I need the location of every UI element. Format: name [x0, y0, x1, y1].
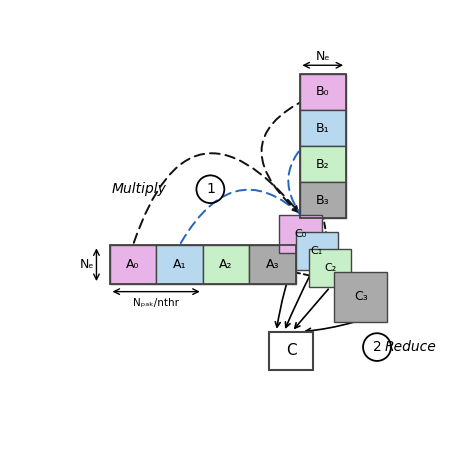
- Bar: [334, 271, 387, 322]
- Text: B₀: B₀: [316, 85, 329, 99]
- Bar: [268, 332, 313, 370]
- Text: 1: 1: [206, 182, 215, 196]
- Text: C₀: C₀: [294, 229, 307, 239]
- Bar: [309, 248, 351, 287]
- Text: Nₚₐ⁣ₖ/nthr: Nₚₐ⁣ₖ/nthr: [133, 298, 179, 308]
- Text: Nₑ: Nₑ: [316, 50, 330, 63]
- Bar: [249, 246, 296, 284]
- Bar: [300, 110, 346, 146]
- Text: B₃: B₃: [316, 194, 329, 207]
- Bar: [156, 246, 202, 284]
- Text: 2: 2: [373, 340, 382, 354]
- Bar: [300, 74, 346, 110]
- Text: A₃: A₃: [265, 258, 279, 271]
- Text: A₁: A₁: [173, 258, 186, 271]
- Text: C₁: C₁: [311, 246, 323, 256]
- Text: C₃: C₃: [354, 290, 368, 303]
- Text: A₀: A₀: [126, 258, 139, 271]
- Text: Nₑ: Nₑ: [80, 258, 94, 271]
- Bar: [300, 146, 346, 183]
- Bar: [279, 215, 322, 253]
- Text: Multiply: Multiply: [112, 182, 167, 196]
- Bar: [296, 232, 338, 270]
- Text: B₁: B₁: [316, 122, 329, 134]
- Text: A₂: A₂: [219, 258, 233, 271]
- Bar: [109, 246, 296, 284]
- Bar: [109, 246, 156, 284]
- Bar: [202, 246, 249, 284]
- Bar: [300, 183, 346, 218]
- Text: Reduce: Reduce: [385, 340, 437, 354]
- Bar: [300, 74, 346, 218]
- Text: C₂: C₂: [324, 263, 336, 273]
- Text: C: C: [286, 343, 296, 358]
- Text: B₂: B₂: [316, 158, 329, 171]
